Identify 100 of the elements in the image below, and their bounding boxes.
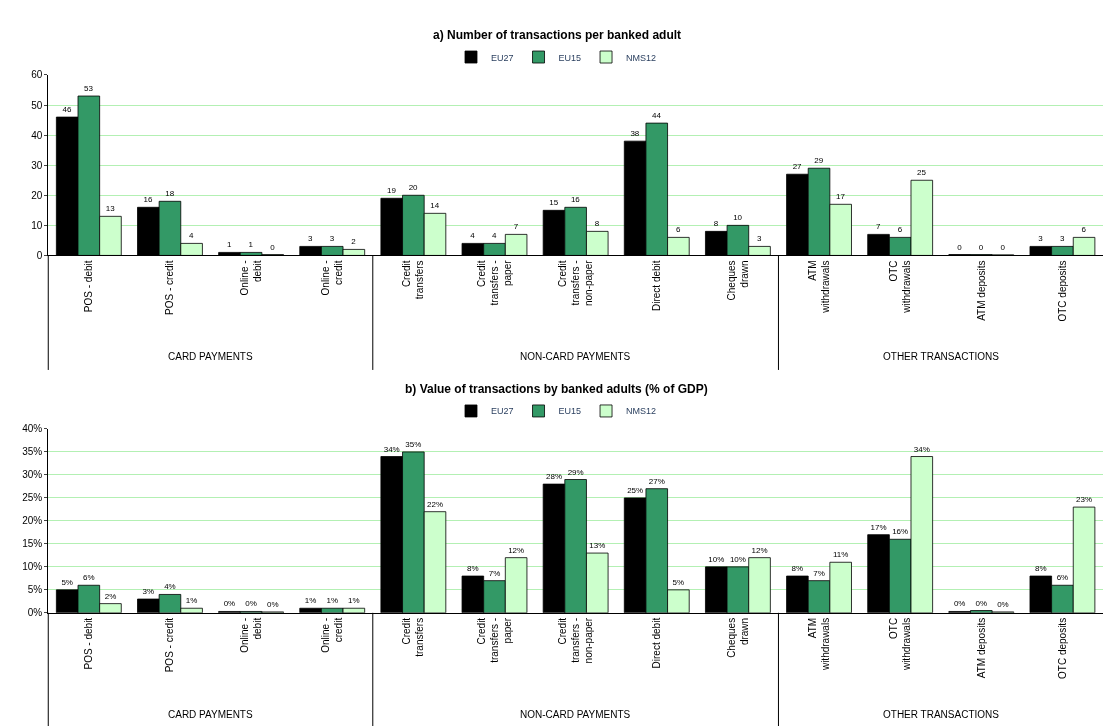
x-tick-label: Direct debit (651, 260, 663, 312)
x-tick-label: OTC withdrawals (887, 617, 912, 672)
data-label: 6 (675, 225, 681, 235)
data-label: 15 (549, 198, 559, 208)
data-label: 16 (570, 195, 581, 205)
data-label: 11% (832, 550, 849, 560)
x-tick-label: Credit transfers (401, 617, 426, 657)
data-label: 10 (733, 213, 743, 223)
data-label: 44 (652, 111, 662, 121)
y-tick-label: 10 (31, 219, 43, 231)
data-label: 17 (835, 192, 846, 202)
data-label: 6 (897, 225, 903, 235)
y-tick-label: 0% (27, 607, 43, 619)
data-label: 4 (470, 231, 476, 241)
data-label: 0% (223, 599, 236, 609)
text: NON-CARD PAYMENTS (520, 709, 631, 720)
x-tick-label: POS - debit (83, 260, 95, 313)
y-tick-label: 60 (31, 69, 43, 81)
data-label: 10% (729, 554, 746, 564)
data-label: 6 (1081, 225, 1087, 235)
data-label: 0% (997, 599, 1009, 609)
data-label: 13 (105, 204, 116, 214)
legend-label: EU27 (491, 52, 514, 63)
legend-label: EU27 (491, 406, 514, 417)
data-label: 0 (978, 242, 984, 252)
x-tick-label: ATM withdrawals (806, 617, 831, 672)
x-tick-label: POS - credit (164, 617, 176, 673)
data-label: 3 (329, 234, 335, 244)
data-label: 6% (83, 573, 95, 583)
x-tick-label: Credit transfers - non-paper (556, 259, 594, 307)
data-label: 8% (791, 564, 804, 574)
data-label: 27 (792, 162, 803, 172)
y-tick-label: 20 (31, 189, 43, 201)
data-label: 34% (383, 444, 400, 454)
x-tick-label: POS - debit (83, 617, 95, 670)
x-tick-label: Credit transfers - paper (475, 259, 513, 306)
data-label: 20 (408, 183, 419, 193)
text: CARD PAYMENTS (168, 709, 253, 720)
data-label: 8% (467, 564, 479, 574)
data-label: 0 (270, 242, 276, 252)
data-label: 3 (1038, 234, 1044, 244)
legend-label: NMS12 (626, 406, 657, 417)
data-label: 2% (104, 591, 117, 601)
data-label: 7 (513, 222, 519, 232)
data-label: 1 (248, 240, 254, 250)
x-tick-label: Credit transfers (401, 260, 426, 300)
data-label: 7% (813, 568, 825, 578)
y-tick-label: 30 (31, 159, 43, 171)
data-label: 1% (304, 596, 317, 606)
y-tick-label: 40 (31, 129, 43, 141)
data-label: 5% (61, 577, 73, 587)
x-tick-label: OTC deposits (1056, 260, 1068, 322)
y-tick-label: 20% (22, 515, 43, 527)
data-label: 22% (426, 499, 443, 509)
x-tick-label: OTC deposits (1056, 617, 1068, 679)
data-label: 3 (1059, 234, 1065, 244)
data-label: 8% (1035, 564, 1047, 574)
data-label: 1% (348, 596, 360, 606)
data-label: 0 (1000, 242, 1006, 252)
y-tick-label: 10% (22, 561, 43, 573)
data-label: 8 (713, 219, 719, 229)
x-tick-label: POS - credit (164, 260, 176, 315)
y-tick-label: 35% (22, 446, 43, 458)
data-label: 0% (975, 598, 988, 608)
y-tick-label: 15% (22, 538, 43, 550)
data-label: 7% (488, 568, 501, 578)
legend-label: NMS12 (626, 52, 657, 63)
data-label: 18 (165, 189, 175, 199)
data-label: 3 (308, 234, 314, 244)
data-label: 4% (164, 582, 176, 592)
legend-label: EU15 (558, 406, 582, 417)
data-label: 53 (84, 84, 94, 94)
data-label: 2 (351, 237, 357, 247)
y-tick-label: 0 (36, 249, 43, 261)
data-label: 23% (1076, 495, 1093, 505)
x-tick-label: ATM withdrawals (806, 260, 831, 314)
data-label: 6% (1056, 573, 1069, 583)
y-tick-label: 30% (22, 469, 43, 481)
data-label: 0 (957, 242, 963, 252)
data-label: 4 (491, 231, 497, 241)
x-tick-label: ATM deposits (975, 617, 987, 679)
data-label: 46 (62, 105, 72, 115)
y-tick-label: 5% (27, 584, 43, 596)
data-label: 1% (185, 596, 198, 606)
x-tick-label: Online - credit (319, 260, 344, 296)
data-label: 12% (751, 545, 768, 555)
data-label: 14 (430, 201, 440, 211)
x-tick-label: Online - credit (319, 617, 344, 653)
x-tick-label: Credit transfers - non-paper (556, 617, 594, 664)
data-label: 25 (917, 168, 927, 178)
text: NON-CARD PAYMENTS (520, 351, 631, 362)
data-label: 29 (814, 156, 824, 166)
data-label: 29% (567, 467, 584, 477)
x-tick-label: Online - debit (238, 617, 263, 653)
data-label: 25% (627, 485, 644, 495)
x-tick-label: Online - debit (238, 260, 263, 296)
data-label: 19 (387, 186, 397, 196)
data-label: 10% (708, 554, 725, 564)
y-tick-label: 40% (22, 423, 43, 435)
x-tick-label: Cheques drawn (725, 260, 750, 301)
